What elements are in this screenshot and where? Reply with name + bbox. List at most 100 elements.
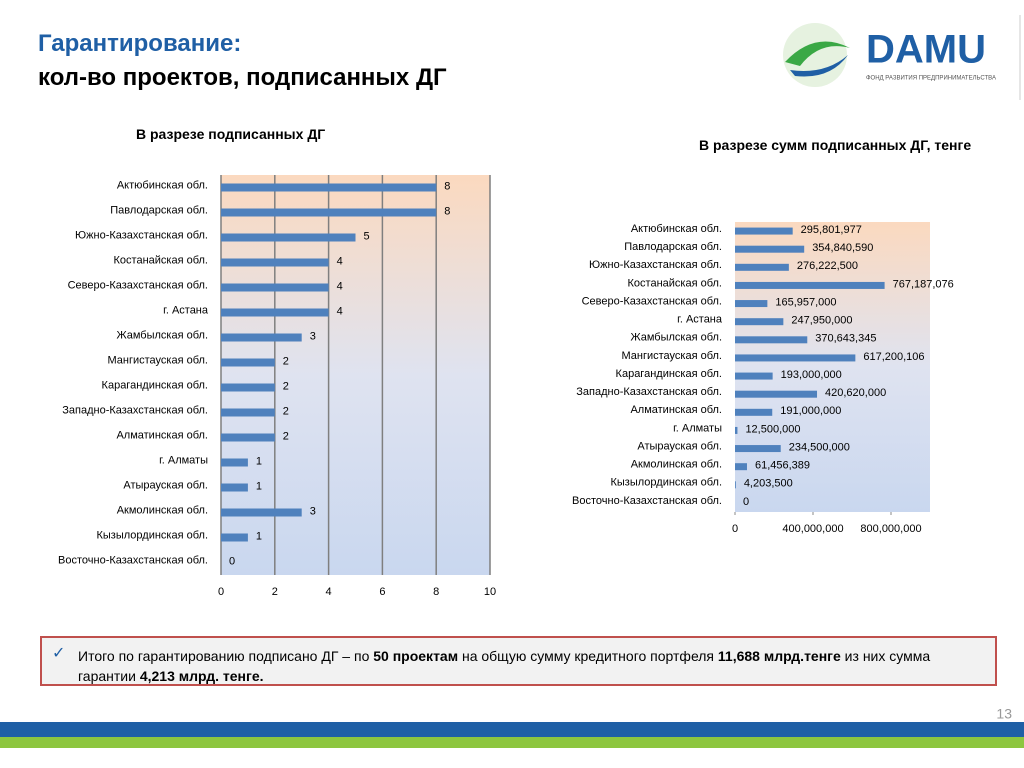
- bar: [735, 445, 781, 453]
- bar: [735, 390, 818, 398]
- data-label: 5: [364, 230, 370, 242]
- y-tick-label: Жамбылская обл.: [116, 329, 208, 341]
- bar: [735, 463, 747, 471]
- logo-swirl: [790, 55, 848, 77]
- data-label: 2: [283, 430, 289, 442]
- bar: [735, 354, 856, 362]
- y-tick-label: Алматинская обл.: [116, 429, 208, 441]
- bar: [221, 433, 275, 442]
- note-text: 11,688 млрд.тенге: [717, 648, 841, 664]
- data-label: 193,000,000: [781, 369, 842, 381]
- data-label: 4: [337, 280, 343, 292]
- y-tick-label: Костанайская обл.: [114, 254, 208, 266]
- footer-band: [0, 737, 1024, 748]
- note-text: 4,213 млрд. тенге.: [139, 668, 264, 684]
- title: Гарантирование:: [38, 30, 242, 57]
- footer-band: [0, 722, 1024, 737]
- logo-name: DAMU: [866, 28, 986, 72]
- data-label: 1: [256, 480, 262, 492]
- bar: [735, 336, 808, 344]
- x-tick-label: 8: [433, 586, 439, 598]
- bar: [221, 283, 329, 292]
- data-label: 370,643,345: [815, 333, 876, 345]
- y-tick-label: Восточно-Казахстанская обл.: [58, 554, 208, 566]
- y-tick-label: г. Алматы: [159, 454, 208, 466]
- bar: [735, 318, 784, 326]
- bar: [735, 227, 793, 235]
- bar: [735, 372, 773, 380]
- data-label: 3: [310, 330, 316, 342]
- bar: [221, 358, 275, 367]
- bar: [735, 263, 789, 271]
- data-label: 61,456,389: [755, 460, 810, 472]
- data-label: 1: [256, 455, 262, 467]
- data-label: 191,000,000: [780, 405, 841, 417]
- y-tick-label: Кызылординская обл.: [610, 477, 722, 489]
- bar: [221, 483, 248, 492]
- bar: [735, 281, 885, 289]
- y-tick-label: Восточно-Казахстанская обл.: [572, 495, 722, 507]
- x-tick-label: 0: [218, 586, 224, 598]
- data-label: 420,620,000: [825, 387, 886, 399]
- data-label: 2: [283, 380, 289, 392]
- y-tick-label: Кызылординская обл.: [96, 529, 208, 541]
- title: кол-во проектов, подписанных ДГ: [38, 64, 447, 91]
- x-tick-label: 4: [326, 586, 332, 598]
- bar: [221, 233, 356, 242]
- y-tick-label: Акмолинская обл.: [117, 504, 208, 516]
- plot-area: [221, 175, 490, 575]
- bar: [221, 533, 248, 542]
- y-tick-label: Южно-Казахстанская обл.: [75, 229, 208, 241]
- y-tick-label: Акмолинская обл.: [631, 459, 722, 471]
- page-number: 13: [996, 706, 1012, 722]
- data-label: 2: [283, 355, 289, 367]
- bar: [221, 458, 248, 467]
- y-tick-label: Карагандинская обл.: [616, 368, 722, 380]
- y-tick-label: Актюбинская обл.: [117, 179, 208, 191]
- bar: [735, 245, 805, 253]
- x-tick-label: 10: [484, 586, 496, 598]
- data-label: 276,222,500: [797, 260, 858, 272]
- y-tick-label: Жамбылская обл.: [630, 332, 722, 344]
- bar: [735, 481, 736, 489]
- y-tick-label: Северо-Казахстанская обл.: [582, 295, 722, 307]
- x-tick-label: 2: [272, 586, 278, 598]
- y-tick-label: г. Астана: [163, 304, 209, 316]
- bar: [221, 408, 275, 417]
- y-tick-label: г. Алматы: [673, 422, 722, 434]
- data-label: 767,187,076: [893, 278, 954, 290]
- bar: [221, 258, 329, 267]
- x-tick-label: 6: [379, 586, 385, 598]
- y-tick-label: Павлодарская обл.: [624, 241, 722, 253]
- y-tick-label: г. Астана: [677, 314, 723, 326]
- note-text: 50 проектам: [373, 648, 459, 664]
- y-tick-label: Атырауская обл.: [637, 440, 722, 452]
- chart-title: В разрезе сумм подписанных ДГ, тенге: [699, 137, 972, 153]
- logo-swirl: [785, 41, 850, 66]
- data-label: 2: [283, 405, 289, 417]
- x-tick-label: 800,000,000: [860, 523, 921, 535]
- x-tick-label: 400,000,000: [782, 523, 843, 535]
- y-tick-label: Южно-Казахстанская обл.: [589, 259, 722, 271]
- note-text: Итого по гарантированию подписано ДГ – п…: [78, 648, 374, 664]
- y-tick-label: Мангистауская обл.: [621, 350, 722, 362]
- data-label: 3: [310, 505, 316, 517]
- bar: [221, 508, 302, 517]
- bar: [221, 383, 275, 392]
- x-tick-label: 0: [732, 523, 738, 535]
- bar: [221, 308, 329, 317]
- data-label: 165,957,000: [775, 296, 836, 308]
- bar: [735, 300, 768, 308]
- data-label: 247,950,000: [791, 315, 852, 327]
- bar: [735, 408, 773, 416]
- summary-note: ✓ Итого по гарантированию подписано ДГ – …: [40, 636, 997, 686]
- note-text: на общую сумму кредитного портфеля: [458, 648, 718, 664]
- logo-tagline: ФОНД РАЗВИТИЯ ПРЕДПРИНИМАТЕЛЬСТВА: [866, 76, 996, 82]
- data-label: 234,500,000: [789, 441, 850, 453]
- bar: [221, 208, 437, 217]
- y-tick-label: Актюбинская обл.: [631, 223, 722, 235]
- data-label: 295,801,977: [801, 224, 862, 236]
- y-tick-label: Мангистауская обл.: [107, 354, 208, 366]
- data-label: 12,500,000: [745, 423, 800, 435]
